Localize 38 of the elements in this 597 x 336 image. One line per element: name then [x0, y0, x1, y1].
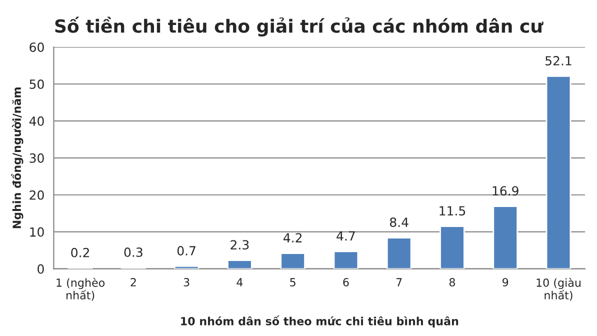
bar	[546, 76, 572, 269]
x-tick-label: 1 (nghèo nhất)	[56, 278, 105, 301]
data-label: 4.7	[336, 231, 355, 240]
data-label: 0.3	[124, 247, 142, 257]
y-tick-label: 50	[30, 79, 44, 89]
y-tick-label: 30	[30, 153, 44, 163]
x-tick-label: 6	[343, 278, 349, 286]
bar	[280, 252, 306, 269]
x-tick-label: 2	[130, 278, 136, 286]
data-label: 52.1	[546, 56, 572, 66]
x-tick-label: 9	[502, 278, 508, 286]
y-axis-title: Nghin đồng/người/năm	[11, 88, 24, 228]
y-tick-label: 40	[29, 116, 44, 126]
data-label: 4.2	[284, 233, 302, 242]
x-tick-label: 5	[290, 278, 296, 286]
bar	[227, 260, 252, 269]
bar	[333, 250, 359, 269]
bar	[440, 226, 465, 269]
x-tick-label: 8	[449, 278, 455, 286]
x-tick-label: 7	[396, 278, 402, 286]
x-axis-title: 10 nhóm dân số theo mức chi tiêu bình quân	[181, 315, 458, 328]
x-tick-label: 4	[236, 278, 243, 286]
x-tick-label: 3	[184, 278, 190, 286]
data-label: 0.7	[177, 246, 196, 256]
y-tick-label: 60	[30, 42, 44, 52]
bar	[386, 237, 412, 269]
data-label: 8.4	[390, 218, 408, 227]
chart-title: Số tiền chi tiêu cho giải trí của các nhóm dân cư	[55, 16, 544, 36]
data-label: 11.5	[440, 206, 466, 216]
bar	[174, 266, 200, 269]
y-tick-label: 10	[30, 227, 44, 237]
data-label: 2.3	[230, 240, 249, 250]
data-label: 0.2	[71, 248, 89, 258]
data-label: 16.9	[492, 186, 518, 196]
bar	[492, 206, 518, 269]
y-tick-label: 0	[38, 264, 44, 274]
y-tick-label: 20	[30, 190, 44, 200]
x-tick-label: 10 (giàu nhất)	[536, 278, 580, 301]
